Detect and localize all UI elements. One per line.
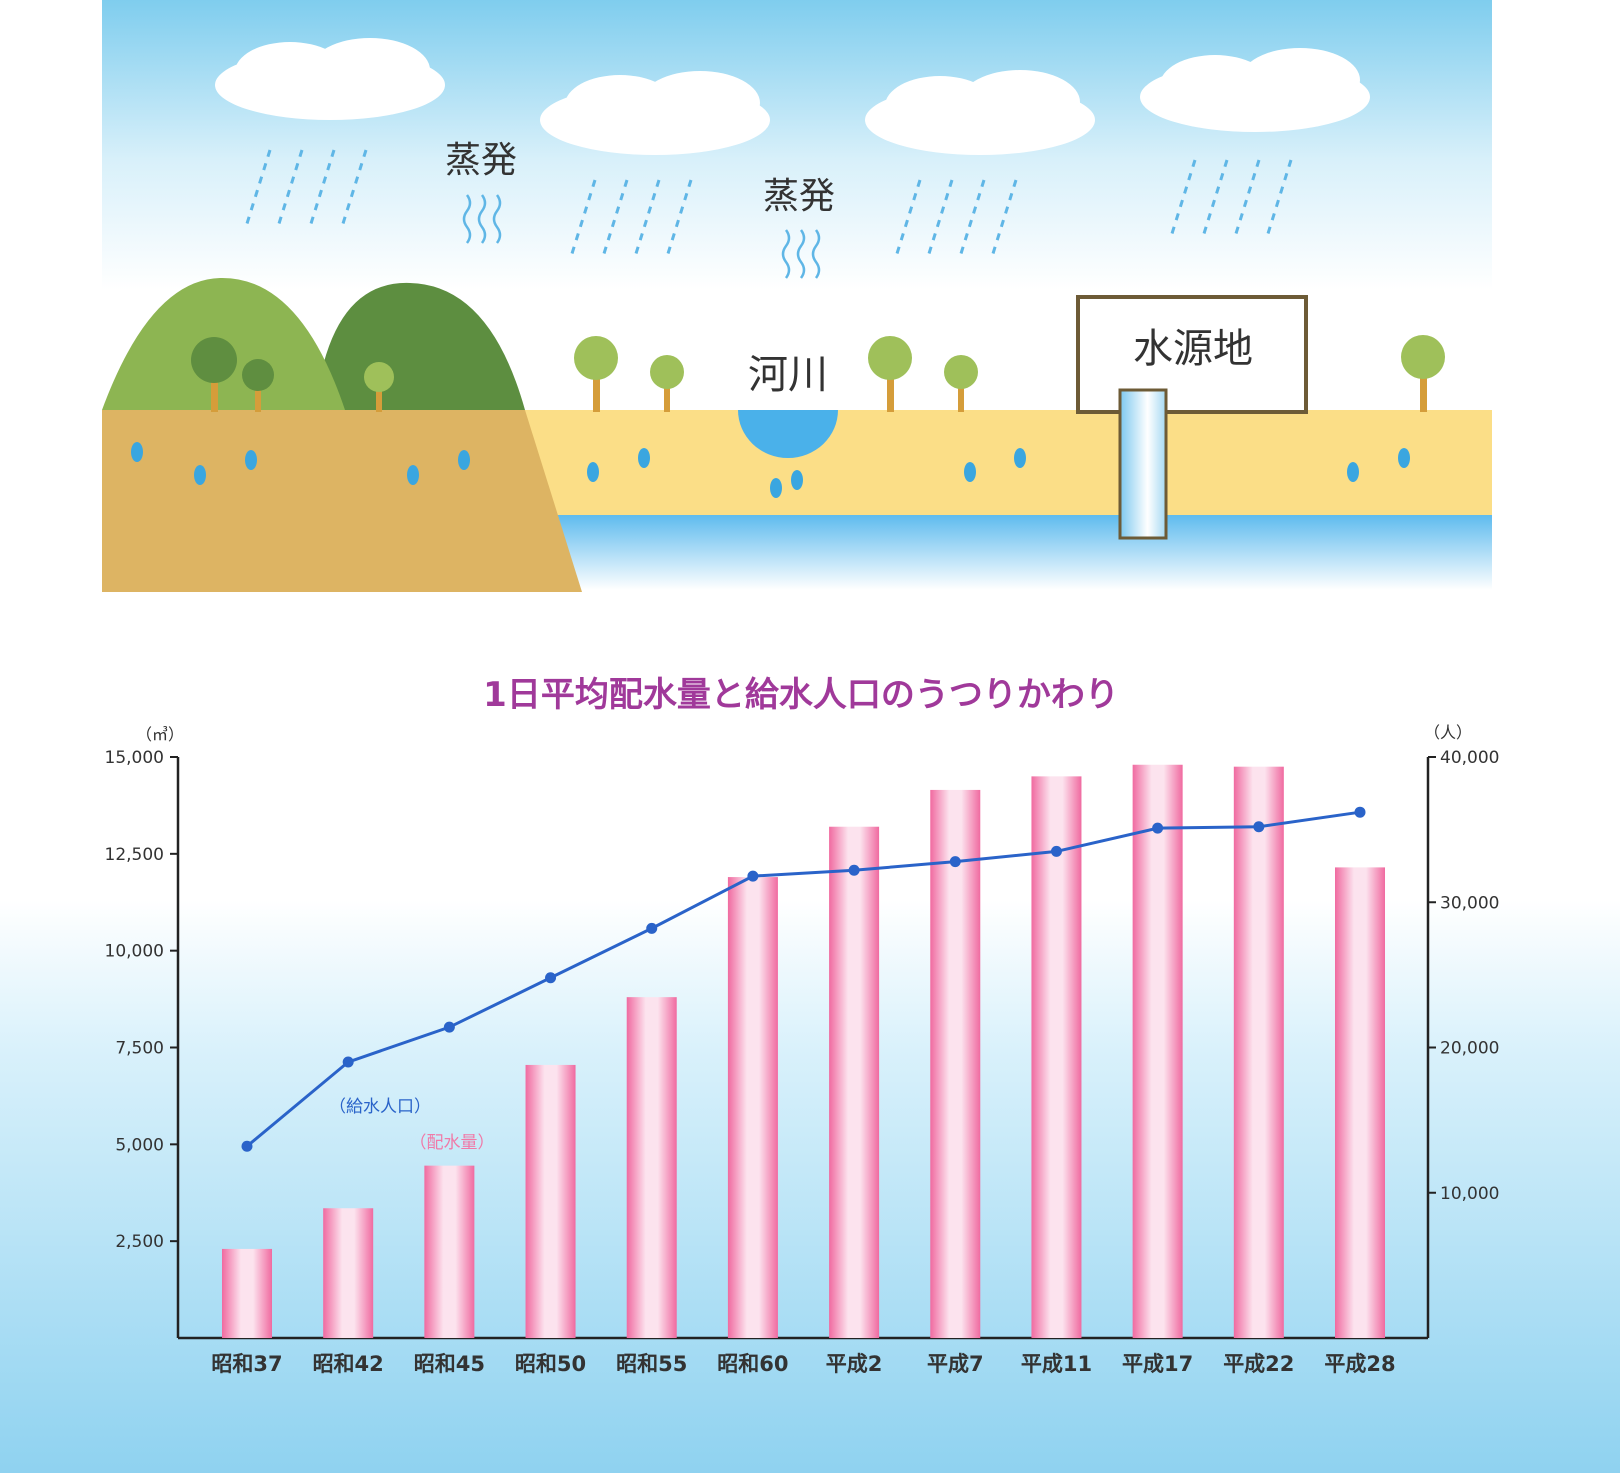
left-tick-label: 15,000 bbox=[105, 748, 164, 768]
x-category-label: 平成2 bbox=[826, 1352, 883, 1376]
river-label: 河川 bbox=[748, 352, 828, 398]
mountain-back bbox=[315, 282, 525, 410]
bar-haisuiryo bbox=[1132, 764, 1183, 1338]
left-tick-label: 5,000 bbox=[115, 1135, 164, 1155]
left-axis-unit: （㎥） bbox=[136, 725, 184, 744]
line-point bbox=[747, 870, 759, 882]
line-point bbox=[342, 1056, 354, 1068]
trees bbox=[191, 335, 1445, 412]
bar-haisuiryo bbox=[1335, 867, 1385, 1338]
x-category-label: 平成7 bbox=[927, 1352, 984, 1376]
line-point bbox=[949, 856, 961, 868]
bar-haisuiryo bbox=[829, 826, 880, 1338]
clouds bbox=[215, 38, 1370, 155]
x-category-label: 平成17 bbox=[1122, 1352, 1193, 1376]
river bbox=[738, 410, 838, 458]
bar-haisuiryo bbox=[424, 1165, 475, 1338]
line-point bbox=[1253, 821, 1265, 833]
left-tick-label: 12,500 bbox=[105, 845, 164, 865]
water-source-building bbox=[1076, 295, 1308, 414]
bar-haisuiryo bbox=[222, 1248, 272, 1338]
bar-haisuiryo bbox=[727, 877, 778, 1338]
sky bbox=[102, 0, 1492, 290]
evaporation-label-2: 蒸発 bbox=[763, 176, 835, 217]
bar-haisuiryo bbox=[525, 1064, 576, 1338]
evaporation-waves bbox=[462, 194, 821, 279]
bar-haisuiryo bbox=[1031, 776, 1082, 1338]
plot-area: 15,000 12,500 10,000 7,500 5,000 2,500 40,000 3… bbox=[105, 748, 1500, 1376]
bar-haisuiryo bbox=[930, 789, 981, 1338]
x-category-label: 平成11 bbox=[1021, 1352, 1092, 1376]
x-category-label: 昭和60 bbox=[717, 1352, 788, 1376]
left-tick-label: 2,500 bbox=[115, 1232, 164, 1252]
x-category-label: 昭和37 bbox=[211, 1352, 282, 1376]
water-cycle-illustration: 蒸発 蒸発 河川 水源地 bbox=[102, 0, 1492, 592]
evaporation-label-1: 蒸発 bbox=[445, 140, 517, 181]
line-point bbox=[1354, 806, 1366, 818]
line-point bbox=[848, 864, 860, 876]
left-tick-label: 10,000 bbox=[105, 942, 164, 962]
right-tick-label: 20,000 bbox=[1440, 1039, 1499, 1059]
right-tick-label: 10,000 bbox=[1440, 1184, 1499, 1204]
x-category-label: 平成28 bbox=[1324, 1352, 1395, 1376]
mountain-soil bbox=[102, 410, 582, 592]
bar-haisuiryo bbox=[626, 997, 677, 1338]
line-point bbox=[646, 922, 658, 934]
well-pipe bbox=[1118, 388, 1168, 540]
x-category-label: 昭和50 bbox=[515, 1352, 586, 1376]
x-category-label: 平成22 bbox=[1223, 1352, 1294, 1376]
right-tick-label: 30,000 bbox=[1440, 893, 1499, 913]
line-point bbox=[241, 1140, 253, 1152]
left-tick-label: 7,500 bbox=[115, 1039, 164, 1059]
series-label-population: （給水人口） bbox=[329, 1097, 431, 1117]
bar-haisuiryo bbox=[323, 1208, 374, 1338]
series-label-distribution: （配水量） bbox=[410, 1133, 495, 1153]
x-category-label: 昭和55 bbox=[616, 1352, 687, 1376]
right-axis-unit: （人） bbox=[1424, 723, 1472, 742]
bar-haisuiryo bbox=[1233, 766, 1284, 1338]
groundwater-layer bbox=[540, 505, 1492, 590]
line-point bbox=[443, 1021, 455, 1033]
x-category-label: 昭和42 bbox=[313, 1352, 384, 1376]
line-point bbox=[545, 972, 557, 984]
chart-title: 1日平均配水量と給水人口のうつりかわり bbox=[483, 675, 1119, 715]
line-point bbox=[1152, 822, 1164, 834]
water-source-label: 水源地 bbox=[1133, 326, 1253, 372]
x-category-label: 昭和45 bbox=[414, 1352, 485, 1376]
line-point bbox=[1050, 845, 1062, 857]
water-drops bbox=[131, 442, 1410, 498]
line-kyusui-jinko bbox=[246, 810, 1361, 1148]
chart: 1日平均配水量と給水人口のうつりかわり （㎥） （人） 15,000 12,500… bbox=[105, 675, 1500, 1376]
right-tick-label: 40,000 bbox=[1440, 748, 1499, 768]
